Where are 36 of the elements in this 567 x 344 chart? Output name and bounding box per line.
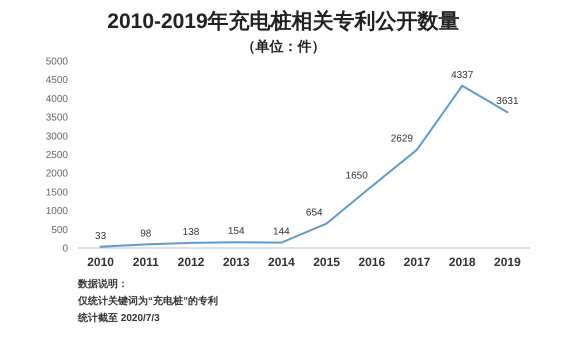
text: 仅统计关键词为“充电桩”的专利 — [77, 295, 218, 307]
data-label: 154 — [228, 226, 245, 238]
y-tick-label: 3500 — [46, 112, 68, 124]
data-label: 144 — [273, 226, 290, 238]
chart-title: 2010-2019年充电桩相关专利公开数量 — [107, 9, 460, 33]
y-tick-label: 2500 — [46, 150, 68, 161]
x-tick-label: 2016 — [358, 255, 386, 269]
x-tick-label: 2017 — [404, 255, 431, 269]
x-tick-label: 2011 — [132, 255, 160, 269]
data-label: 98 — [140, 228, 152, 240]
data-label: 2629 — [390, 134, 414, 145]
chart-subtitle: （单位：件） — [242, 38, 326, 54]
text: 数据说明： — [77, 278, 128, 290]
x-tick-label: 2019 — [494, 255, 522, 269]
data-label: 138 — [182, 226, 200, 238]
y-tick-label: 1500 — [46, 187, 68, 198]
y-tick-label: 500 — [51, 224, 68, 236]
data-label: 1650 — [346, 170, 368, 182]
y-tick-label: 4500 — [46, 75, 68, 86]
data-label: 3631 — [496, 96, 519, 108]
data-label: 4337 — [451, 70, 474, 81]
x-tick-label: 2013 — [222, 255, 250, 269]
data-label: 654 — [306, 208, 324, 219]
y-tick-label: 1000 — [46, 206, 68, 218]
y-tick-label: 3000 — [46, 131, 68, 142]
data-label: 33 — [95, 230, 107, 242]
y-tick-label: 5000 — [46, 56, 68, 68]
x-tick-label: 2018 — [448, 255, 476, 269]
x-tick-label: 2015 — [313, 255, 340, 269]
y-tick-label: 0 — [62, 244, 68, 254]
y-tick-label: 2000 — [46, 168, 68, 180]
x-tick-label: 2014 — [268, 255, 296, 269]
text: 统计截至 2020/7/3 — [77, 312, 160, 324]
x-tick-label: 2010 — [87, 255, 114, 269]
y-tick-label: 4000 — [46, 94, 68, 105]
x-tick-label: 2012 — [178, 255, 205, 269]
